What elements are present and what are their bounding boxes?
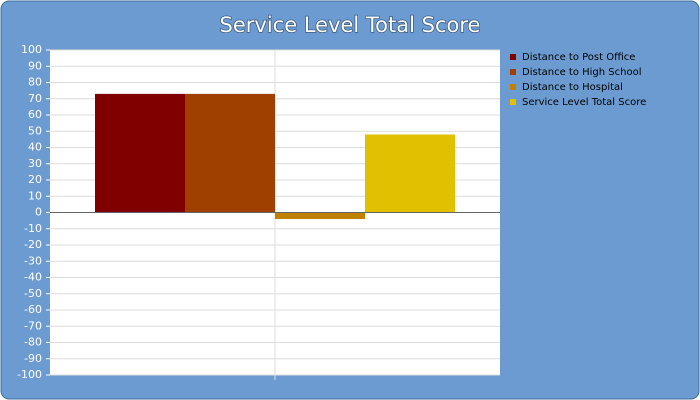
y-tick-label: 100	[21, 43, 42, 56]
bar	[95, 93, 185, 213]
bar	[365, 134, 455, 213]
legend-label: Distance to Hospital	[522, 82, 623, 93]
y-tick-label: -80	[24, 336, 42, 349]
legend-swatch	[510, 84, 516, 90]
y-tick-label: 30	[28, 157, 42, 170]
legend-swatch	[510, 54, 516, 60]
y-tick-label: -100	[17, 368, 42, 381]
y-tick-label: 0	[35, 206, 42, 219]
y-tick-label: -30	[24, 254, 42, 267]
y-tick-label: -20	[24, 238, 42, 251]
legend-label: Service Level Total Score	[522, 97, 646, 108]
y-tick-label: 90	[28, 59, 42, 72]
y-tick-label: 50	[28, 124, 42, 137]
y-tick-label: 60	[28, 108, 42, 121]
y-tick-label: 10	[28, 189, 42, 202]
y-tick-label: -40	[24, 271, 42, 284]
bar	[185, 93, 275, 213]
y-tick-label: -60	[24, 303, 42, 316]
y-tick-label: -70	[24, 319, 42, 332]
y-tick-label: -10	[24, 222, 42, 235]
bar	[275, 212, 365, 219]
y-tick-label: 70	[28, 92, 42, 105]
legend-swatch	[510, 99, 516, 105]
y-tick-label: -90	[24, 352, 42, 365]
legend-swatch	[510, 69, 516, 75]
legend-label: Distance to Post Office	[522, 52, 635, 63]
y-tick-label: 20	[28, 173, 42, 186]
chart-title: Service Level Total Score	[220, 13, 481, 37]
legend-label: Distance to High School	[522, 67, 641, 78]
y-tick-label: -50	[24, 287, 42, 300]
y-tick-label: 80	[28, 76, 42, 89]
y-tick-label: 40	[28, 141, 42, 154]
